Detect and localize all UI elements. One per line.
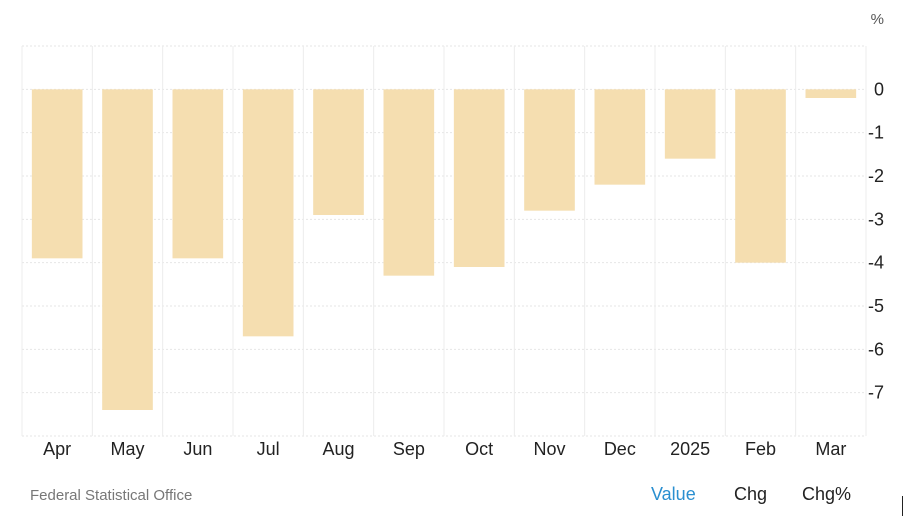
y-tick-label: 0 [874, 79, 884, 99]
x-tick-label: Nov [533, 439, 565, 459]
x-tick-label: Jun [183, 439, 212, 459]
tab-chg-percent[interactable]: Chg% [802, 484, 852, 504]
y-tick-label: -6 [868, 339, 884, 359]
tab-value[interactable]: Value [651, 484, 696, 504]
x-tick-label: Mar [815, 439, 846, 459]
bar-apr[interactable] [31, 89, 83, 259]
y-tick-label: -1 [868, 123, 884, 143]
source-label: Federal Statistical Office [30, 487, 193, 504]
bar-2025[interactable] [664, 89, 716, 159]
tab-chg[interactable]: Chg [734, 484, 768, 504]
text-cursor [902, 496, 903, 516]
x-tick-label: Sep [393, 439, 425, 459]
bar-nov[interactable] [524, 89, 575, 211]
y-tick-label: -5 [868, 296, 884, 316]
x-tick-label: 2025 [670, 439, 710, 459]
bar-mar[interactable] [805, 89, 857, 98]
x-tick-label: Aug [322, 439, 354, 459]
y-tick-label: -7 [868, 383, 884, 403]
x-tick-label: Feb [745, 439, 776, 459]
x-tick-label: Jul [257, 439, 280, 459]
bar-may[interactable] [102, 89, 153, 410]
bar-jun[interactable] [172, 89, 224, 259]
y-tick-label: -4 [868, 253, 884, 273]
y-tick-label: -2 [868, 166, 884, 186]
x-axis-ticks: Apr May Jun Jul Aug Sep Oct Nov Dec 2025 Feb Mar [43, 439, 846, 459]
bar-dec[interactable] [594, 89, 646, 185]
y-axis-ticks: 0 -1 -2 -3 -4 -5 -6 -7 [868, 79, 884, 402]
bar-feb[interactable] [735, 89, 786, 263]
x-tick-label: Apr [43, 439, 71, 459]
bar-sep[interactable] [383, 89, 435, 276]
bar-aug[interactable] [313, 89, 364, 215]
bars [31, 89, 857, 410]
bar-oct[interactable] [453, 89, 505, 267]
y-unit-label: % [871, 11, 884, 28]
x-tick-label: Oct [465, 439, 493, 459]
grid [21, 45, 867, 437]
bar-jul[interactable] [242, 89, 294, 337]
x-tick-label: May [110, 439, 144, 459]
y-tick-label: -3 [868, 209, 884, 229]
view-tabs: Value Chg Chg% [640, 484, 870, 508]
x-tick-label: Dec [604, 439, 636, 459]
